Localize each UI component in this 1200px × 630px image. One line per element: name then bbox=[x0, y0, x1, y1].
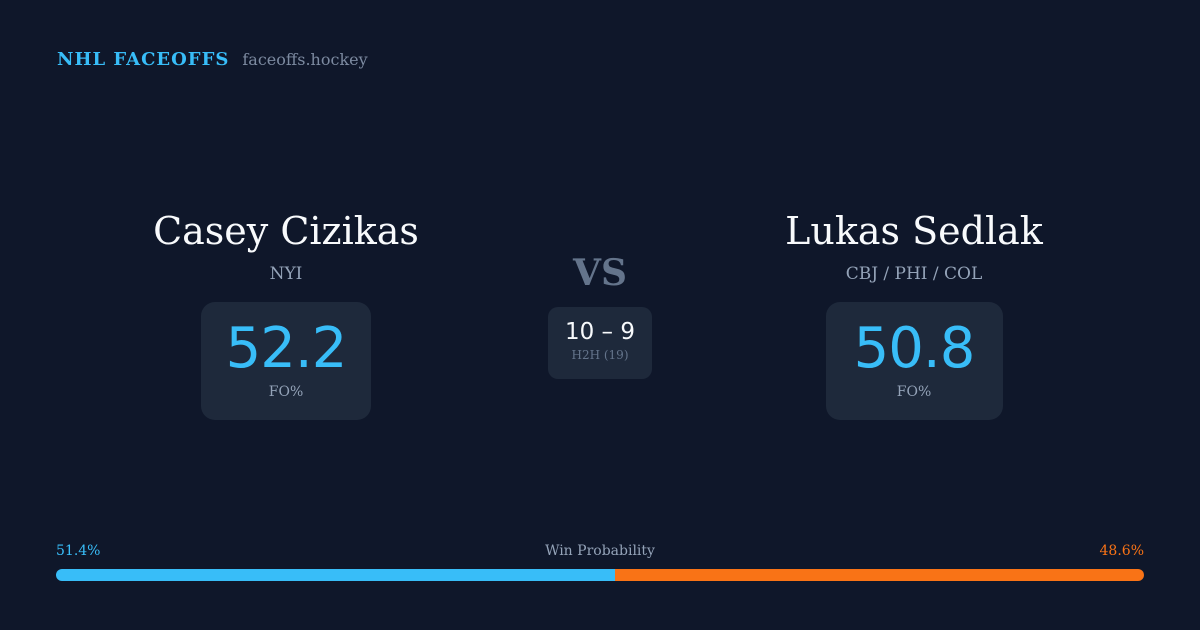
h2h-label: H2H (19) bbox=[571, 348, 629, 362]
player-right: Lukas Sedlak CBJ / PHI / COL 50.8 FO% bbox=[704, 206, 1124, 420]
player-team: NYI bbox=[269, 264, 303, 284]
fo-label: FO% bbox=[268, 384, 304, 400]
player-team: CBJ / PHI / COL bbox=[845, 264, 983, 284]
player-name: Lukas Sedlak bbox=[785, 209, 1043, 253]
brand-header: NHL FACEOFFS faceoffs.hockey bbox=[57, 49, 368, 70]
win-prob-bar bbox=[56, 569, 1144, 581]
win-probability: 51.4% Win Probability 48.6% bbox=[56, 543, 1144, 581]
win-prob-left: 51.4% bbox=[56, 543, 101, 559]
fo-card: 50.8 FO% bbox=[825, 302, 1003, 420]
brand-url: faceoffs.hockey bbox=[242, 50, 368, 69]
win-prob-bar-left bbox=[56, 569, 616, 581]
player-left: Casey Cizikas NYI 52.2 FO% bbox=[76, 206, 496, 420]
win-prob-bar-right bbox=[615, 569, 1144, 581]
player-name: Casey Cizikas bbox=[153, 209, 419, 253]
fo-value: 52.2 bbox=[225, 316, 348, 381]
win-prob-label: Win Probability bbox=[545, 543, 655, 559]
fo-value: 50.8 bbox=[853, 316, 976, 381]
win-prob-right: 48.6% bbox=[1099, 543, 1144, 559]
h2h-card: 10 – 9 H2H (19) bbox=[548, 307, 652, 379]
vs-label: VS bbox=[573, 252, 627, 294]
fo-label: FO% bbox=[896, 384, 932, 400]
fo-card: 52.2 FO% bbox=[201, 302, 371, 420]
brand-name: NHL FACEOFFS bbox=[57, 49, 230, 70]
h2h-score: 10 – 9 bbox=[564, 319, 636, 345]
